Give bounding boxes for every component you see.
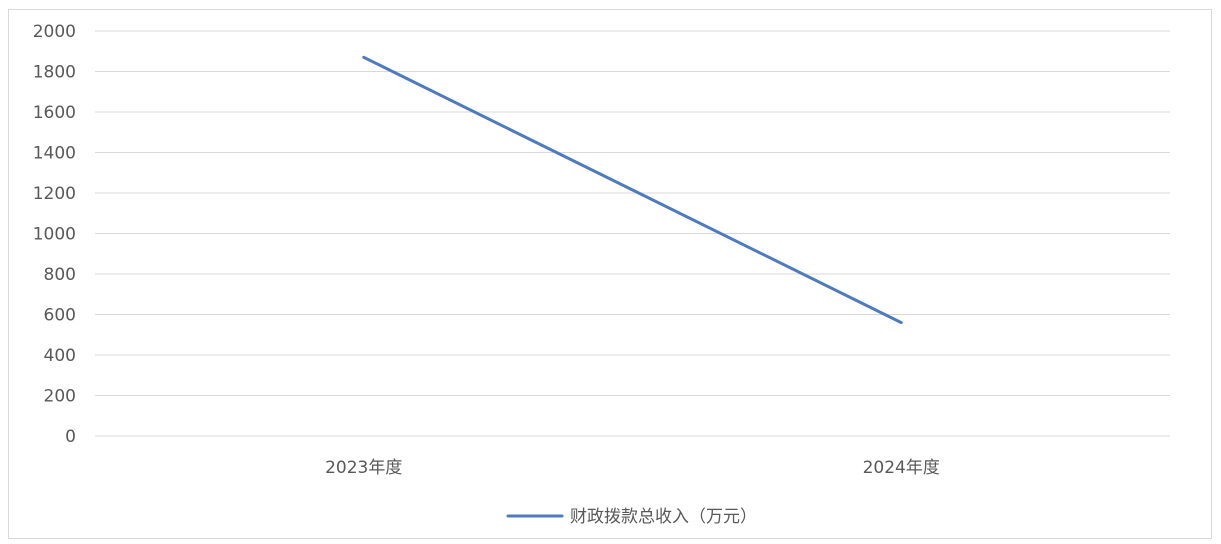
y-tick-label: 1800 [33, 63, 76, 83]
y-tick-label: 600 [44, 306, 76, 326]
y-tick-label: 0 [65, 427, 76, 447]
series-layer [362, 55, 903, 325]
gridlines [95, 30, 1170, 437]
series-line [362, 55, 903, 325]
legend: 财政拨款总收入（万元） [506, 507, 757, 527]
y-tick-label: 400 [44, 346, 76, 366]
x-axis-tick-labels: 2023年度 2024年度 [325, 458, 940, 478]
y-tick-label: 2000 [33, 22, 76, 42]
y-tick-label: 800 [44, 265, 76, 285]
y-tick-label: 1400 [33, 144, 76, 164]
y-tick-label: 1200 [33, 184, 76, 204]
x-tick-label: 2023年度 [325, 458, 402, 478]
y-tick-label: 1600 [33, 103, 76, 123]
y-tick-label: 1000 [33, 225, 76, 245]
legend-label: 财政拨款总收入（万元） [570, 507, 757, 527]
x-tick-label: 2024年度 [863, 458, 940, 478]
y-axis-tick-labels: 0 200 400 600 800 1000 1200 1400 1600 1800 2000 [33, 22, 76, 447]
y-tick-label: 200 [44, 387, 76, 407]
